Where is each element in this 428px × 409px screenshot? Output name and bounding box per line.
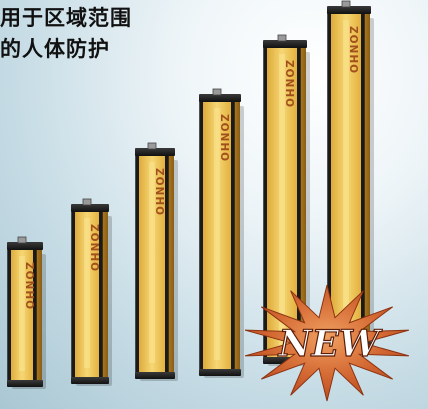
bar-lens [343,20,349,332]
bar-top-cap [263,40,307,48]
bar-top-cap [7,242,43,250]
light-curtain-bar: ZONHO [199,88,244,378]
new-badge: NEW [244,284,410,402]
bar-rail-left [200,100,203,372]
light-curtain-bar: ZONHO [71,198,112,386]
bar-rail-left [8,248,11,383]
bar-side [362,14,370,346]
bar-top-cap [327,6,371,14]
bar-side [232,102,240,374]
bar-connector [82,198,92,206]
bar-lens [214,108,220,360]
bar-bottom-cap [199,369,241,376]
light-curtain-bar: ZONHO [7,236,46,389]
bar-connector [341,0,351,8]
bar-top-cap [135,148,175,156]
bar-bottom-cap [7,380,43,387]
bar-rail-right [165,154,168,375]
bar-rail-left [136,154,139,375]
brand-label: ZONHO [218,114,230,162]
bar-rail-left [264,46,267,360]
bar-lens [149,162,155,363]
bar-side [166,156,174,377]
bar-connector [17,236,27,244]
badge-text: NEW [278,323,383,365]
bar-rail-right [99,210,102,380]
brand-label: ZONHO [23,262,35,310]
caption-line-1: 用于区域范围 [0,6,132,30]
bar-lens [84,218,90,368]
bar-rail-right [361,12,364,344]
caption-line-2: 的人体防护 [0,37,110,61]
bar-side [100,212,108,382]
bar-rail-left [328,12,331,344]
bar-lens [19,256,25,371]
brand-label: ZONHO [283,60,295,108]
bar-top-cap [199,94,241,102]
bar-rail-right [297,46,300,360]
brand-label: ZONHO [153,168,165,216]
bar-connector [147,142,157,150]
bar-bottom-cap [71,377,109,384]
bar-rail-left [72,210,75,380]
brand-label: ZONHO [88,224,100,272]
bar-rail-right [231,100,234,372]
brand-label: ZONHO [347,26,359,74]
light-curtain-bar: ZONHO [327,0,374,350]
bar-lens [279,54,285,348]
bar-connector [277,34,287,42]
starburst-shape [244,284,410,402]
bar-rail-right [33,248,36,383]
light-curtain-bar: ZONHO [135,142,178,381]
bar-top-cap [71,204,109,212]
bar-side [298,48,306,362]
bar-connector [212,88,222,96]
bar-side [34,250,42,385]
light-curtain-bar: ZONHO [263,34,310,366]
bar-bottom-cap [135,372,175,379]
